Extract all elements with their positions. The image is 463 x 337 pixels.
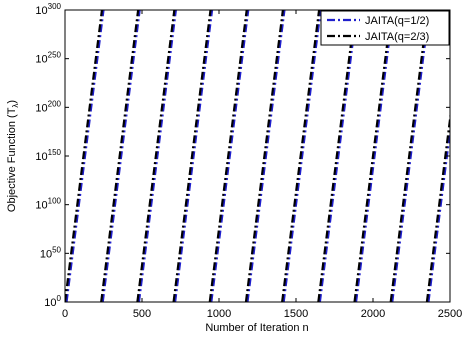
legend-entry-series-1: JAITA(q=1/2) bbox=[365, 15, 429, 27]
series-1-segment bbox=[101, 10, 141, 302]
legend: JAITA(q=1/2) JAITA(q=2/3) bbox=[320, 10, 450, 46]
x-tick-label: 1000 bbox=[207, 308, 231, 320]
series-2-segment bbox=[425, 110, 450, 302]
x-tick-label: 2000 bbox=[361, 308, 385, 320]
x-tick-label: 0 bbox=[62, 308, 68, 320]
series-2-segment bbox=[317, 10, 357, 302]
y-tick-label: 10200 bbox=[35, 99, 61, 114]
y-tick-label: 10100 bbox=[35, 197, 61, 212]
series-1-segment bbox=[65, 10, 105, 302]
y-axis-label: Objective Function (Tλ) bbox=[6, 100, 20, 212]
series-2-segment bbox=[65, 10, 104, 302]
y-tick-label: 100 bbox=[44, 294, 61, 309]
series-2-segment bbox=[208, 10, 248, 302]
series-2-segment bbox=[353, 10, 393, 302]
series-2-segment bbox=[244, 10, 285, 302]
legend-box bbox=[320, 10, 450, 46]
series-2-segment bbox=[100, 10, 140, 302]
series-1-segment bbox=[174, 10, 214, 302]
series-1-segment bbox=[210, 10, 250, 302]
series-1-segment bbox=[282, 10, 322, 302]
y-tick-label: 1050 bbox=[40, 245, 62, 260]
legend-entry-series-2: JAITA(q=2/3) bbox=[365, 31, 429, 43]
series-1-segment bbox=[318, 10, 358, 302]
series-2-segment bbox=[136, 10, 176, 302]
x-tick-label: 1500 bbox=[284, 308, 308, 320]
y-tick-label: 10250 bbox=[35, 51, 61, 66]
series-2-segment bbox=[281, 10, 321, 302]
series-2-segment bbox=[172, 10, 212, 302]
y-tick-label: 10150 bbox=[35, 148, 61, 163]
series-2-segment bbox=[389, 10, 429, 302]
series-1-segment bbox=[137, 10, 177, 302]
plot-frame bbox=[64, 9, 451, 303]
series-1-segment bbox=[354, 10, 395, 302]
series-1-segment bbox=[246, 10, 286, 302]
series-1-segment bbox=[391, 10, 431, 302]
x-tick-label: 2500 bbox=[438, 308, 462, 320]
y-tick-label: 10300 bbox=[35, 2, 61, 17]
x-axis-label: Number of Iteration n bbox=[205, 322, 308, 334]
x-tick-label: 500 bbox=[133, 308, 151, 320]
